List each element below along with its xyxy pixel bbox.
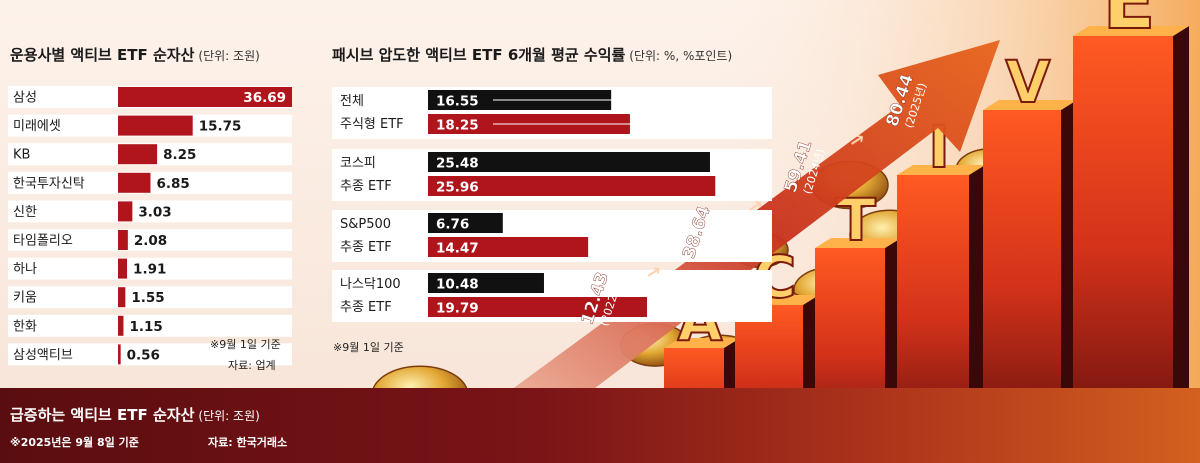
group-label-line2: 추종 ETF xyxy=(340,240,392,255)
bar xyxy=(118,201,133,222)
bar-value-label: 15.75 xyxy=(199,119,242,135)
group-label-line2: 추종 ETF xyxy=(340,179,392,194)
bar xyxy=(118,344,121,365)
bar xyxy=(118,172,151,193)
left-chart-unit: (단위: 조원) xyxy=(198,49,260,63)
pillar-letter: V xyxy=(1006,48,1051,116)
bar-row-background xyxy=(8,286,292,309)
bar xyxy=(118,258,128,279)
bottom-chart-heading: 급증하는 액티브 ETF 순자산 (단위: 조원) xyxy=(10,404,260,425)
bar xyxy=(428,297,648,317)
left-chart-heading: 운용사별 액티브 ETF 순자산 (단위: 조원) xyxy=(10,44,260,65)
bar-row-background xyxy=(8,229,292,251)
left-chart-date-note: ※9월 1일 기준 xyxy=(210,338,281,351)
bottom-band xyxy=(0,388,1200,463)
bar-category-label: 신한 xyxy=(13,205,37,220)
bar xyxy=(118,315,124,336)
right-chart-unit: (단위: %, %포인트) xyxy=(629,49,733,63)
trend-arrow-icon: → xyxy=(845,127,869,153)
bar-value-label: 16.55 xyxy=(436,94,479,110)
bottom-date-note: ※2025년은 9월 8일 기준 xyxy=(10,436,139,449)
bar-value-label: 18.25 xyxy=(436,118,479,134)
group-label-line2: 주식형 ETF xyxy=(340,117,404,132)
bar-row-background xyxy=(8,257,292,280)
data-point: 59.41(2024년) xyxy=(781,138,828,196)
bar-category-label: 타임폴리오 xyxy=(13,234,73,249)
right-chart-date-note: ※9월 1일 기준 xyxy=(333,341,404,354)
left-chart-title: 운용사별 액티브 ETF 순자산 xyxy=(10,46,195,64)
bar xyxy=(428,273,544,293)
bar-value-label: 6.76 xyxy=(436,217,469,233)
bar xyxy=(428,213,503,233)
bar-value-label: 6.85 xyxy=(156,176,189,192)
pillar-letter: E xyxy=(1102,0,1155,47)
bar-value-label: 0.56 xyxy=(127,347,160,363)
bar-value-label: 8.25 xyxy=(163,147,196,163)
bottom-source-note: 자료: 한국거래소 xyxy=(208,436,288,449)
pillar-side xyxy=(1173,26,1189,463)
bottom-chart-title: 급증하는 액티브 ETF 순자산 xyxy=(10,406,195,424)
bar xyxy=(428,237,589,257)
bar-value-label: 1.55 xyxy=(131,290,164,306)
pillar-top xyxy=(897,165,985,175)
bottom-chart-unit: (단위: 조원) xyxy=(198,409,260,423)
bar-value-label: 25.96 xyxy=(436,180,479,196)
bar-category-label: 삼성액티브 xyxy=(13,348,73,363)
bar-category-label: 미래에셋 xyxy=(13,119,61,134)
bar xyxy=(118,144,158,165)
bar-value-label: 1.91 xyxy=(133,262,166,278)
right-chart-heading: 패시브 압도한 액티브 ETF 6개월 평균 수익률 (단위: %, %포인트) xyxy=(332,44,732,65)
bar-value-label: 25.48 xyxy=(436,156,479,172)
pillar-top xyxy=(1073,26,1189,36)
group-label-line1: S&P500 xyxy=(340,217,391,232)
bar xyxy=(118,87,292,107)
bar-category-label: 하나 xyxy=(13,262,37,277)
bar xyxy=(428,176,716,196)
bar-value-label: 3.03 xyxy=(138,204,171,220)
bar-category-label: 키움 xyxy=(13,291,37,306)
bar xyxy=(118,230,128,250)
bar-category-label: 삼성 xyxy=(13,91,37,106)
bar-category-label: 한국투자신탁 xyxy=(13,176,85,191)
bar-row-background xyxy=(8,314,292,337)
left-chart-source-note: 자료: 업계 xyxy=(228,359,276,372)
bar-value-label: 36.69 xyxy=(243,90,286,106)
bar xyxy=(428,152,710,172)
pillar-top xyxy=(983,100,1077,110)
group-label-line1: 나스닥100 xyxy=(340,277,401,292)
bar xyxy=(118,287,126,308)
right-chart-title: 패시브 압도한 액티브 ETF 6개월 평균 수익률 xyxy=(332,46,626,64)
bar xyxy=(118,115,193,136)
group-label-line2: 추종 ETF xyxy=(340,300,392,315)
legend-label: 액티브 xyxy=(660,118,693,132)
bar-row-background xyxy=(8,343,292,366)
pillar-top xyxy=(664,338,740,348)
legend-label: 패시브 xyxy=(660,94,693,108)
bar-value-label: 19.79 xyxy=(436,301,479,317)
group-label-line1: 코스피 xyxy=(340,156,376,171)
bar-category-label: KB xyxy=(13,148,30,163)
data-point: 80.44(2025년) xyxy=(882,71,929,129)
bar-value-label: 14.47 xyxy=(436,241,479,257)
bar-value-label: 1.15 xyxy=(129,319,162,335)
pillar-top xyxy=(815,238,901,248)
bar-value-label: 10.48 xyxy=(436,277,479,293)
bar-category-label: 한화 xyxy=(13,319,37,334)
bar-row-background xyxy=(8,200,292,223)
group-label-line1: 전체 xyxy=(340,94,364,109)
bar-value-label: 2.08 xyxy=(134,233,167,249)
